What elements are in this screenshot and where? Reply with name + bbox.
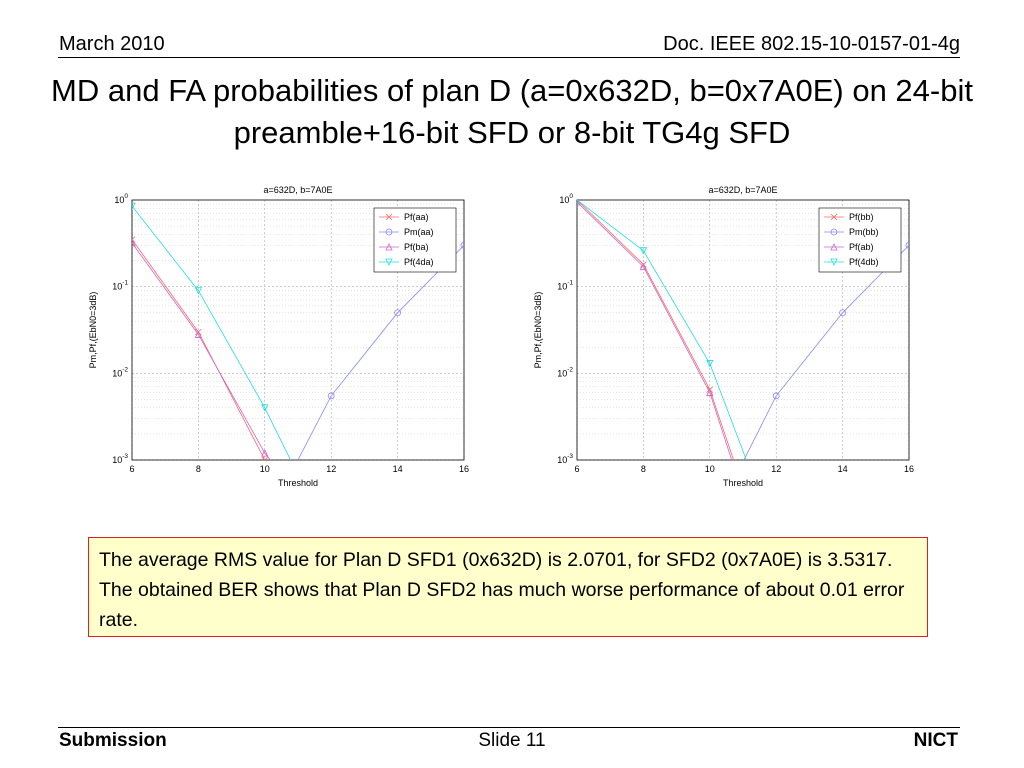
x-tick-label: 16 [459, 464, 469, 474]
series-path [132, 205, 292, 460]
x-tick-label: 12 [771, 464, 781, 474]
footer-slide-number: Slide 11 [478, 730, 546, 751]
plot-frame [576, 199, 910, 461]
series-line [743, 241, 909, 460]
x-tick-label: 12 [326, 464, 336, 474]
data-point [385, 228, 393, 236]
data-point [639, 262, 648, 271]
data-point [839, 309, 847, 317]
header-doc-id: Doc. IEEE 802.15-10-0157-01-4g [663, 33, 960, 55]
data-point [385, 243, 393, 251]
legend-label: Pf(ab) [849, 242, 874, 252]
data-point [385, 258, 393, 266]
y-tick-label: 10-1 [557, 280, 573, 292]
chart-left: a=632D, b=7A0E 6 8 10 12 14 16 Threshold 100 10-1… [88, 185, 469, 488]
legend-label: Pf(aa) [404, 212, 429, 222]
y-tick-label: 10-2 [557, 366, 573, 378]
x-tick-label: 6 [574, 464, 579, 474]
footer-submission: Submission [59, 730, 167, 751]
chart-legend: Pf(bb) Pm(bb) Pf(ab) Pf(4db) [818, 207, 902, 273]
y-tick-label: 10-3 [112, 453, 128, 465]
data-point [830, 243, 838, 251]
y-tick-label: 10-2 [112, 366, 128, 378]
data-point [639, 247, 648, 255]
x-tick-label: 10 [260, 464, 270, 474]
y-tick-label: 100 [114, 193, 128, 205]
chart-right: a=632D, b=7A0E 6 8 10 12 14 16 Threshold 100 10-1… [533, 185, 914, 488]
data-point [772, 392, 780, 400]
series-line [132, 238, 271, 460]
x-tick-label: 8 [196, 464, 201, 474]
series-line [132, 236, 269, 460]
data-point [194, 330, 203, 338]
chart-title: a=632D, b=7A0E [708, 185, 777, 195]
x-tick-label: 16 [904, 464, 914, 474]
data-point [706, 360, 714, 368]
data-point [385, 213, 393, 221]
footer-org: NICT [913, 730, 958, 751]
series-path [743, 245, 909, 460]
x-axis-label: Threshold [278, 478, 318, 488]
data-point [261, 404, 269, 412]
legend-label: Pf(bb) [849, 212, 874, 222]
footer-divider [58, 727, 960, 728]
series-path [577, 200, 734, 460]
slide-title: MD and FA probabilities of plan D (a=0x6… [51, 73, 973, 150]
series-group [132, 202, 464, 460]
series-line [577, 200, 747, 460]
data-point [394, 309, 402, 317]
data-point [706, 388, 714, 396]
data-point [460, 241, 464, 249]
legend-label: Pf(ba) [404, 242, 429, 252]
series-group [577, 200, 909, 460]
series-line [577, 200, 734, 460]
series-line [577, 200, 733, 460]
data-point [830, 258, 838, 266]
y-axis-label: Pm,Pf,(EbN0=3dB) [88, 292, 98, 369]
summary-note: The average RMS value for Plan D SFD1 (0… [88, 537, 928, 637]
data-point [261, 449, 269, 457]
y-tick-label: 10-3 [557, 453, 573, 465]
series-path [577, 200, 747, 460]
data-point [194, 287, 203, 295]
legend-label: Pm(aa) [404, 227, 434, 237]
x-axis-label: Threshold [723, 478, 763, 488]
data-point [261, 456, 269, 460]
legend-label: Pf(4db) [849, 257, 879, 267]
chart-title: a=632D, b=7A0E [263, 185, 332, 195]
series-path [132, 242, 271, 460]
header-divider [58, 57, 960, 58]
series-line [297, 241, 464, 460]
data-point [132, 202, 136, 211]
series-path [132, 239, 266, 460]
legend-label: Pm(bb) [849, 227, 879, 237]
data-point [327, 392, 335, 400]
series-line [132, 202, 292, 460]
x-tick-label: 14 [838, 464, 848, 474]
y-tick-label: 10-1 [112, 280, 128, 292]
series-path [577, 201, 733, 460]
data-point [830, 213, 838, 221]
data-point [905, 241, 909, 249]
data-point [577, 200, 581, 206]
x-tick-label: 14 [393, 464, 403, 474]
chart-legend: Pf(aa) Pm(aa) Pf(ba) Pf(4da) [373, 207, 457, 273]
series-path [297, 245, 464, 460]
header-date: March 2010 [59, 33, 165, 55]
x-tick-label: 10 [705, 464, 715, 474]
legend-label: Pf(4da) [404, 257, 434, 267]
x-tick-label: 8 [641, 464, 646, 474]
y-axis-label: Pm,Pf,(EbN0=3dB) [533, 292, 543, 369]
data-point [132, 236, 136, 243]
y-tick-label: 100 [559, 193, 573, 205]
x-tick-label: 6 [129, 464, 134, 474]
data-point [132, 238, 136, 247]
data-point [830, 228, 838, 236]
